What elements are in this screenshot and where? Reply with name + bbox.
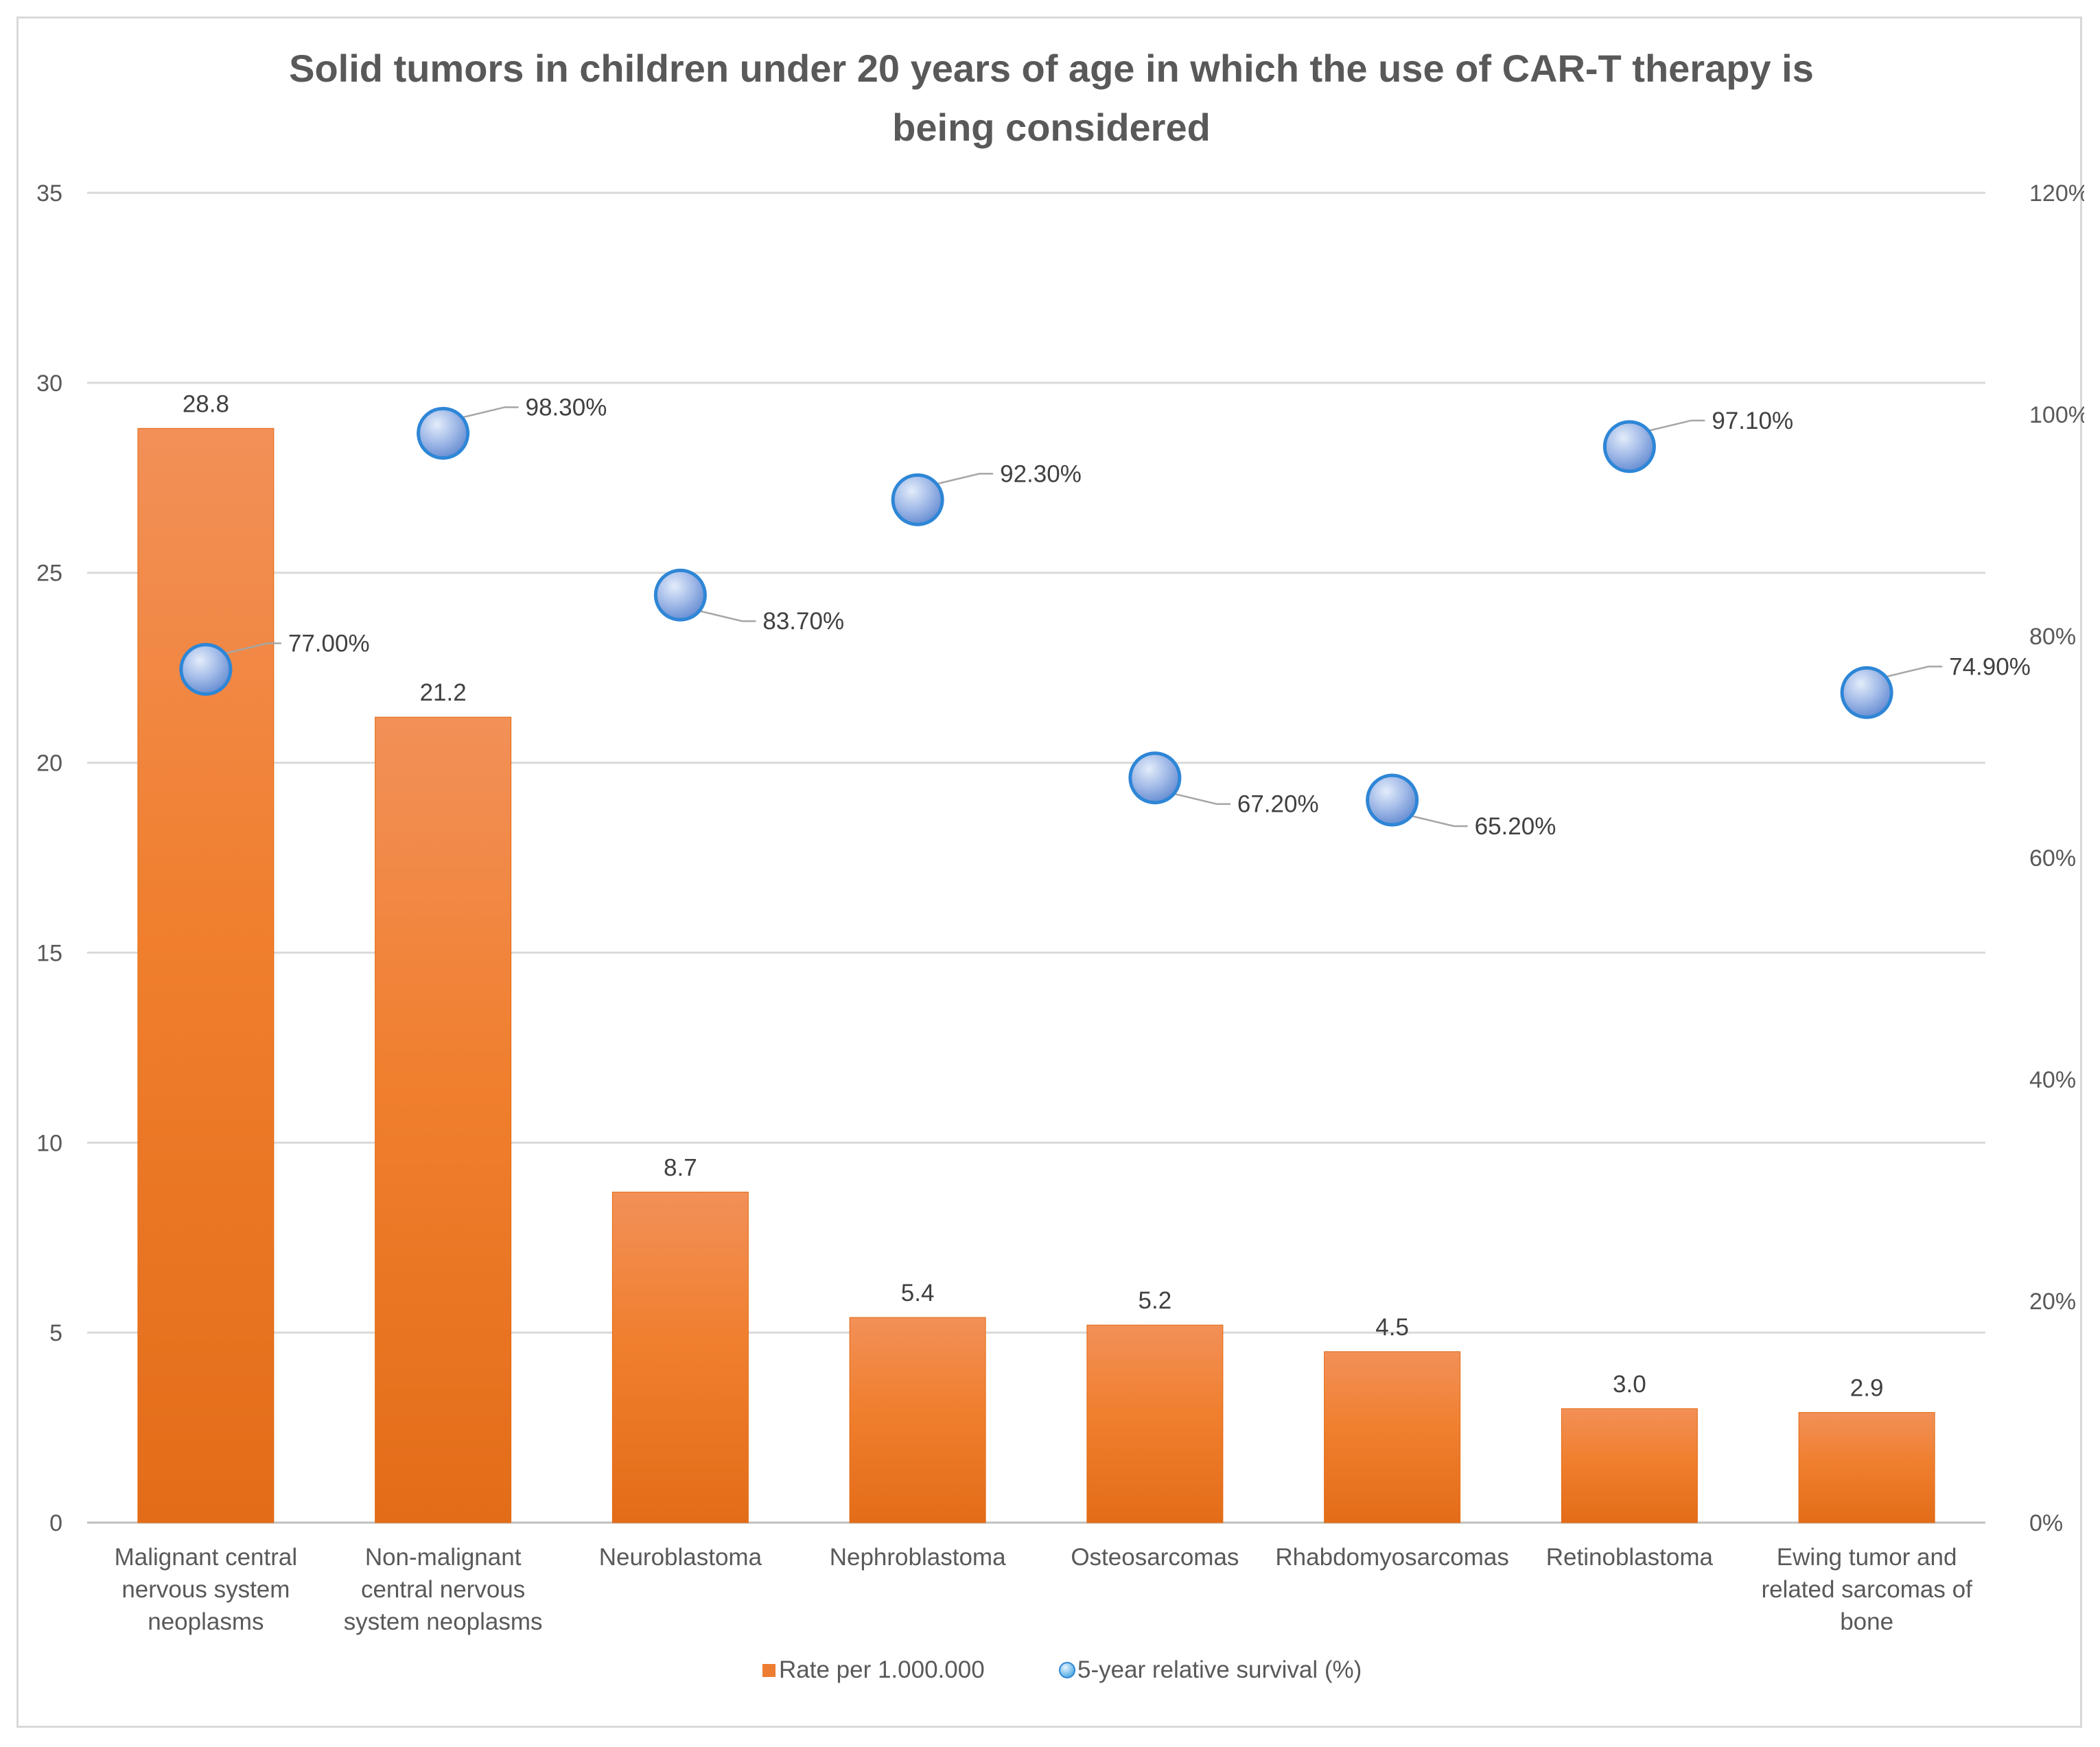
bar-data-label: 28.8 xyxy=(183,390,229,417)
left-tick-label: 30 xyxy=(36,371,62,397)
left-tick-label: 5 xyxy=(49,1320,62,1346)
point-data-label: 65.20% xyxy=(1475,813,1556,840)
category-label: Malignant central xyxy=(115,1544,298,1571)
survival-point[interactable] xyxy=(1366,773,1419,827)
right-tick-label: 0% xyxy=(2029,1510,2063,1536)
bar[interactable] xyxy=(611,1191,749,1523)
left-tick-label: 35 xyxy=(36,180,62,207)
survival-point[interactable] xyxy=(1602,420,1656,473)
category-label: Osteosarcomas xyxy=(1071,1544,1239,1571)
chart-svg: Solid tumors in children under 20 years … xyxy=(36,47,2084,1683)
right-tick-label: 40% xyxy=(2029,1067,2076,1093)
bar[interactable] xyxy=(1561,1408,1698,1523)
category-label: nervous system xyxy=(121,1576,290,1603)
category-label: Neuroblastoma xyxy=(599,1544,762,1571)
point-leader-line xyxy=(220,642,281,656)
bar-series: 28.8 21.2 8.7 5.4 5.2 4.5 3.0 2.9 xyxy=(137,390,1935,1523)
survival-point[interactable] xyxy=(653,568,707,622)
point-leader-line xyxy=(1169,792,1230,805)
bar[interactable] xyxy=(849,1317,986,1523)
survival-point[interactable] xyxy=(1128,751,1182,805)
bar[interactable] xyxy=(1798,1411,1935,1523)
survival-point[interactable] xyxy=(1840,666,1893,719)
point-leader-line xyxy=(932,473,994,486)
category-label: Rhabdomyosarcomas xyxy=(1275,1544,1508,1571)
chart-title: Solid tumors in children under 20 years … xyxy=(289,47,1814,149)
survival-point[interactable] xyxy=(891,473,944,526)
right-tick-label: 100% xyxy=(2029,402,2084,428)
bar-data-label: 21.2 xyxy=(420,679,467,706)
category-axis: Malignant central nervous system neoplasms… xyxy=(115,1544,1972,1635)
legend-item-rate[interactable]: Rate per 1.000.000 xyxy=(779,1656,985,1683)
category-label: Retinoblastoma xyxy=(1546,1544,1714,1571)
point-data-label: 67.20% xyxy=(1237,791,1319,818)
right-axis: 0% 20% 40% 60% 80% 100% 120% xyxy=(2029,180,2084,1536)
point-leader-line xyxy=(1406,814,1468,828)
point-data-label: 97.10% xyxy=(1712,408,1793,434)
bar-data-label: 3.0 xyxy=(1613,1371,1646,1398)
category-label: Non-malignant xyxy=(365,1544,522,1571)
right-tick-label: 80% xyxy=(2029,624,2076,650)
right-tick-label: 120% xyxy=(2029,180,2084,207)
point-leader-line xyxy=(1881,666,1943,679)
left-tick-label: 20 xyxy=(36,751,62,777)
left-tick-label: 10 xyxy=(36,1130,62,1156)
scatter-series: 77.00% 98.30% 83.70% 92.30% 67.20% 65.20% 97.1… xyxy=(179,394,2031,840)
category-label: central nervous xyxy=(361,1576,525,1603)
left-axis: 0 5 10 15 20 25 30 35 xyxy=(36,180,62,1536)
category-label: Ewing tumor and xyxy=(1777,1544,1957,1571)
bar[interactable] xyxy=(375,716,512,1523)
legend-point-swatch xyxy=(1059,1662,1075,1678)
bar-data-label: 5.2 xyxy=(1139,1287,1172,1314)
point-leader-line xyxy=(457,406,519,420)
left-tick-label: 0 xyxy=(49,1510,62,1536)
left-tick-label: 15 xyxy=(36,940,62,966)
right-tick-label: 20% xyxy=(2029,1289,2076,1315)
point-leader-line xyxy=(695,609,756,622)
bar-data-label: 4.5 xyxy=(1375,1314,1409,1341)
point-data-label: 92.30% xyxy=(1000,460,1082,487)
point-data-label: 77.00% xyxy=(288,630,370,657)
chart-title-line-1: Solid tumors in children under 20 years … xyxy=(289,47,1814,90)
category-label: Nephroblastoma xyxy=(830,1544,1006,1571)
category-label: bone xyxy=(1840,1608,1893,1635)
category-label: system neoplasms xyxy=(344,1608,543,1635)
bar-data-label: 2.9 xyxy=(1850,1374,1884,1401)
category-label: related sarcomas of xyxy=(1761,1576,1972,1603)
bar-data-label: 5.4 xyxy=(901,1280,935,1306)
bar-data-label: 8.7 xyxy=(664,1154,697,1181)
point-data-label: 74.90% xyxy=(1949,653,2031,680)
chart-title-line-2: being considered xyxy=(892,106,1211,149)
right-tick-label: 60% xyxy=(2029,845,2076,871)
chart-frame: Solid tumors in children under 20 years … xyxy=(16,16,2084,1728)
legend-bar-swatch xyxy=(762,1664,775,1677)
point-data-label: 98.30% xyxy=(526,394,607,421)
bar[interactable] xyxy=(137,427,275,1523)
bar[interactable] xyxy=(1086,1324,1224,1523)
bar[interactable] xyxy=(1324,1351,1461,1523)
survival-point[interactable] xyxy=(179,642,233,696)
point-data-label: 83.70% xyxy=(762,608,844,635)
point-leader-line xyxy=(1644,419,1705,433)
legend: Rate per 1.000.000 5-year relative surviv… xyxy=(762,1656,1362,1683)
survival-point[interactable] xyxy=(417,406,470,460)
legend-item-survival[interactable]: 5-year relative survival (%) xyxy=(1077,1656,1362,1683)
left-tick-label: 25 xyxy=(36,561,62,587)
category-label: neoplasms xyxy=(148,1608,264,1635)
gridlines xyxy=(87,191,1985,1524)
